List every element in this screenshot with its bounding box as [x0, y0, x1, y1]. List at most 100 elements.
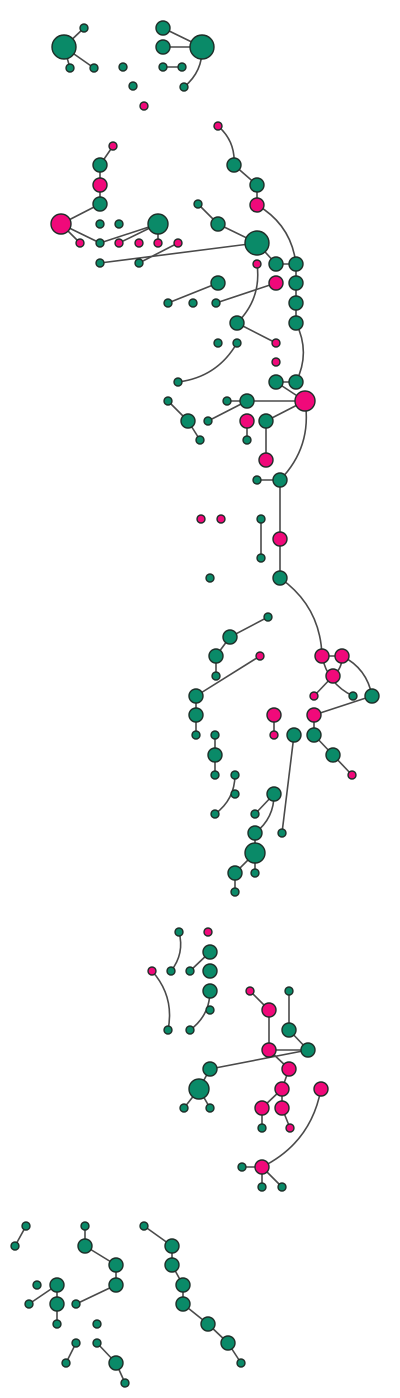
graph-node-e8 [252, 259, 262, 269]
graph-node-e24 [173, 377, 183, 387]
graph-node-b5 [177, 62, 187, 72]
graph-node-g20 [188, 1078, 210, 1100]
graph-node-g30 [254, 1159, 270, 1175]
graph-node-f22 [325, 747, 341, 763]
graph-node-g16 [261, 1042, 277, 1058]
graph-node-e20 [213, 338, 223, 348]
graph-node-f31 [277, 828, 287, 838]
graph-node-g14 [163, 1025, 173, 1035]
graph-node-i4 [175, 1277, 191, 1293]
graph-node-b1 [155, 20, 171, 36]
graph-node-e15 [163, 298, 173, 308]
graph-node-a2 [51, 34, 77, 60]
graph-node-f29 [250, 809, 260, 819]
graph-node-e38 [252, 475, 262, 485]
graph-node-c3 [92, 177, 108, 193]
graph-node-f30 [247, 825, 263, 841]
graph-node-g13 [281, 1022, 297, 1038]
graph-node-h9 [24, 1299, 34, 1309]
graph-node-e29 [239, 393, 255, 409]
graph-node-g11 [205, 1005, 215, 1015]
graph-node-f13 [188, 707, 204, 723]
graph-node-c11 [114, 238, 124, 248]
graph-node-f32 [244, 842, 266, 864]
graph-node-g10 [284, 986, 294, 996]
graph-node-i1 [139, 1221, 149, 1231]
graph-node-e12 [268, 275, 284, 291]
graph-node-c16 [134, 258, 144, 268]
graph-node-e30 [294, 390, 316, 412]
graph-node-g9 [245, 986, 255, 996]
graph-node-e25 [268, 374, 284, 390]
graph-node-f17 [210, 730, 220, 740]
graph-node-e21 [232, 338, 242, 348]
graph-node-b2 [155, 39, 171, 55]
graph-node-g19 [281, 1061, 297, 1077]
graph-node-f24 [230, 770, 240, 780]
graph-node-e22 [271, 338, 281, 348]
graph-node-f4 [255, 651, 265, 661]
graph-node-f15 [306, 707, 322, 723]
graph-node-c14 [173, 238, 183, 248]
graph-node-f12 [364, 688, 380, 704]
graph-node-g17 [300, 1042, 316, 1058]
graph-node-e14 [288, 295, 304, 311]
graph-node-e10 [288, 256, 304, 272]
graph-node-c9 [75, 238, 85, 248]
edge-f12-f15 [313, 695, 373, 716]
graph-node-e46 [205, 573, 215, 583]
edge-c16-c14 [138, 242, 179, 264]
graph-node-e5 [193, 199, 203, 209]
edge-f19-f31 [281, 734, 295, 834]
graph-node-h3 [80, 1221, 90, 1231]
graph-node-f16 [191, 730, 201, 740]
graph-node-i8 [236, 1358, 246, 1368]
graph-node-d3 [139, 101, 149, 111]
graph-node-f33 [227, 865, 243, 881]
edge-g18-g17 [209, 1049, 309, 1070]
graph-node-g4 [147, 966, 157, 976]
graph-node-a1 [79, 23, 89, 33]
edge-e8-e19 [236, 263, 259, 324]
graph-node-g29 [237, 1162, 247, 1172]
graph-node-h15 [92, 1338, 102, 1348]
graph-node-f11 [348, 691, 358, 701]
graph-node-c6 [95, 219, 105, 229]
graph-node-c10 [95, 238, 105, 248]
graph-node-h12 [52, 1319, 62, 1329]
graph-node-c7 [114, 219, 124, 229]
graph-node-i7 [220, 1335, 236, 1351]
graph-node-c4 [92, 196, 108, 212]
graph-node-f25 [347, 770, 357, 780]
graph-node-e6 [210, 216, 226, 232]
graph-node-e18 [288, 315, 304, 331]
edge-e30-e39 [279, 400, 308, 481]
graph-node-e32 [203, 416, 213, 426]
graph-node-g18 [202, 1061, 218, 1077]
graph-node-g22 [313, 1081, 329, 1097]
graph-node-e37 [258, 452, 274, 468]
graph-node-e43 [272, 531, 288, 547]
graph-node-g3 [202, 944, 218, 960]
graph-node-f3 [208, 648, 224, 664]
graph-node-h10 [49, 1296, 65, 1312]
graph-node-h11 [71, 1299, 81, 1309]
graph-node-e1 [213, 121, 223, 131]
graph-node-c12 [134, 238, 144, 248]
graph-node-a4 [89, 63, 99, 73]
edge-e12-e17 [215, 282, 277, 304]
graph-node-f7 [211, 671, 221, 681]
graph-node-g12 [261, 1002, 277, 1018]
graph-node-e31 [180, 413, 196, 429]
graph-node-e13 [210, 275, 226, 291]
graph-node-h5 [108, 1257, 124, 1273]
graph-node-i2 [164, 1238, 180, 1254]
graph-node-g24 [205, 1103, 215, 1113]
graph-node-e11 [288, 275, 304, 291]
graph-node-f34 [250, 868, 260, 878]
graph-node-g7 [202, 963, 218, 979]
graph-node-f35 [230, 887, 240, 897]
graph-node-h1 [21, 1221, 31, 1231]
graph-node-f8 [325, 668, 341, 684]
graph-node-h18 [120, 1378, 130, 1388]
